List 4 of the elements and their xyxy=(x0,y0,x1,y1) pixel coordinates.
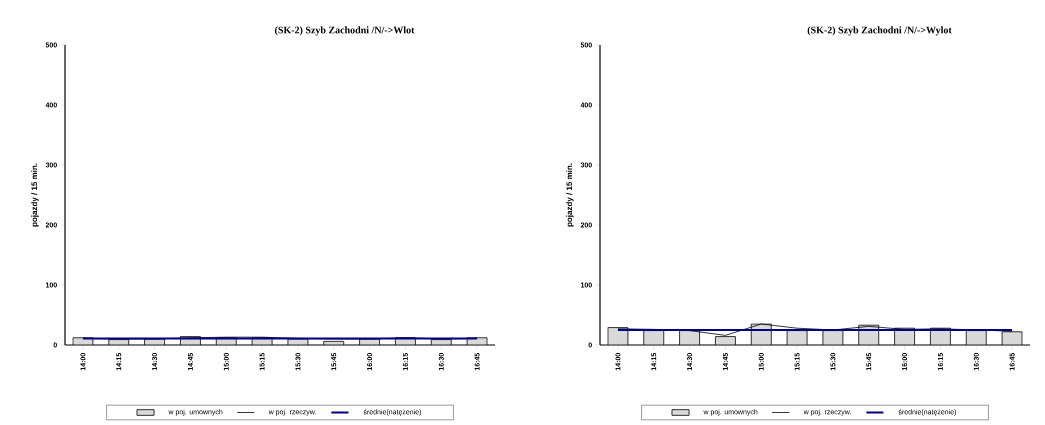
y-axis-title: pojazdy / 15 min. xyxy=(31,163,39,227)
y-axis-title: pojazdy / 15 min. xyxy=(566,163,574,227)
chart-title: (SK-2) Szyb Zachodni /N/->Wylot xyxy=(807,26,952,36)
chart-title: (SK-2) Szyb Zachodni /N/->Wlot xyxy=(275,26,415,36)
